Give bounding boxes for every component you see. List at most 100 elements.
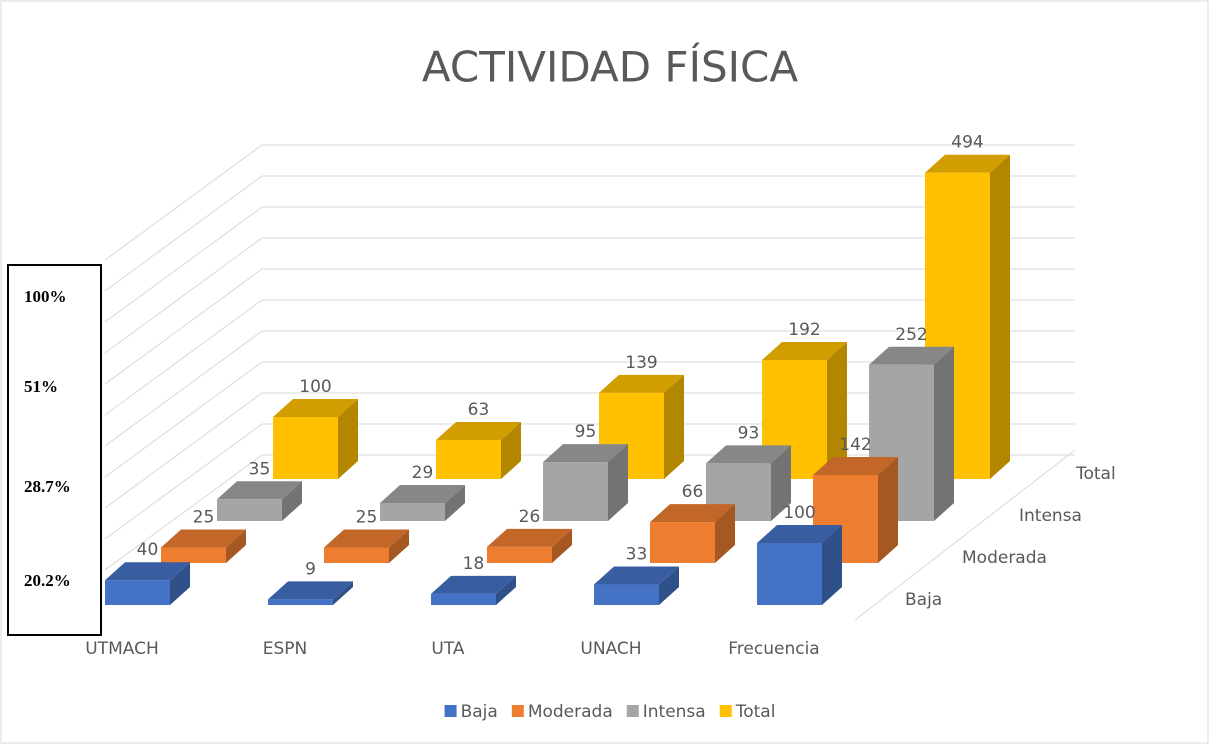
data-label: 40 [137, 540, 159, 560]
data-label: 25 [356, 508, 378, 528]
bar-top [161, 529, 246, 548]
bar-front [217, 499, 282, 521]
bar-top [273, 399, 358, 417]
bar-side [990, 154, 1010, 479]
bar-side [552, 528, 572, 563]
grid-line [104, 144, 1075, 261]
x-tick-label: UTA [431, 639, 465, 659]
grid-line [104, 268, 1075, 385]
data-label: 63 [468, 400, 490, 420]
bar-side [333, 581, 353, 605]
bar-front [161, 547, 226, 563]
data-label: 192 [788, 320, 820, 340]
bar-side [827, 341, 847, 479]
bar-front [380, 503, 445, 521]
data-label: 29 [412, 463, 434, 483]
bar [268, 581, 353, 605]
bar-top [650, 504, 735, 523]
bar-top [487, 528, 572, 547]
bar [594, 566, 679, 605]
data-label: 142 [839, 435, 871, 455]
bar-side [170, 562, 190, 605]
data-label: 18 [463, 554, 485, 574]
grid-line [104, 299, 1075, 416]
bar-side [445, 485, 465, 521]
bar-top [105, 562, 190, 581]
bar-front [273, 417, 338, 479]
bar-top [431, 575, 516, 594]
bars [105, 154, 1010, 605]
bar-top [594, 566, 679, 585]
data-label: 100 [299, 377, 331, 397]
bar-front [757, 543, 822, 605]
bar-top [869, 346, 954, 365]
depth-label: Intensa [1019, 506, 1082, 526]
chart-title: ACTIVIDAD FÍSICA [422, 42, 798, 92]
legend-swatch [444, 705, 457, 717]
bar-top [813, 456, 898, 475]
depth-label: Baja [905, 590, 942, 610]
bar-front [436, 439, 501, 479]
bar [706, 445, 791, 521]
legend-swatch [626, 705, 639, 717]
bar [436, 421, 521, 479]
data-label: 33 [626, 545, 648, 565]
legend-swatch [511, 705, 524, 717]
grid-line [104, 330, 1075, 447]
bar [380, 485, 465, 521]
x-tick-label: Frecuencia [728, 639, 819, 659]
annotation: 20.2% [24, 571, 71, 590]
bar-top [762, 341, 847, 360]
bar-side [664, 374, 684, 479]
bar [543, 444, 628, 521]
bar-top [925, 154, 1010, 173]
bar [217, 481, 302, 521]
bar-front [431, 593, 496, 605]
bar [487, 528, 572, 563]
bar-side [608, 444, 628, 521]
annotation: 100% [24, 287, 67, 306]
depth-label: Moderada [962, 548, 1047, 568]
bar-top [268, 581, 353, 600]
bar-side [659, 566, 679, 605]
legend-label: Total [735, 702, 776, 722]
bar-side [878, 456, 898, 563]
data-label: 100 [783, 503, 815, 523]
bar-side [282, 481, 302, 521]
depth-label: Total [1075, 464, 1116, 484]
data-label: 9 [305, 559, 316, 579]
annotations: 100% 51% 28.7% 20.2% [24, 287, 71, 590]
bar-top [599, 374, 684, 393]
x-tick-label: UNACH [580, 639, 641, 659]
legend: Baja Moderada Intensa Total [444, 702, 776, 722]
legend-label: Baja [461, 702, 498, 722]
bar-front [487, 546, 552, 563]
bar-side [822, 525, 842, 605]
bar-top [436, 421, 521, 440]
legend-label: Moderada [528, 702, 613, 722]
bar-front [543, 462, 608, 521]
x-tick-label: UTMACH [85, 639, 158, 659]
bar [925, 154, 1010, 479]
bar-top [380, 485, 465, 504]
data-label: 494 [951, 133, 983, 153]
bar-front [105, 580, 170, 605]
annotation-box [7, 264, 102, 636]
bar-front [268, 599, 333, 605]
data-label: 139 [625, 353, 657, 373]
data-label: 25 [193, 508, 215, 528]
bar-side [389, 529, 409, 563]
bar-side [226, 529, 246, 563]
legend-swatch [719, 705, 732, 717]
bar-top [757, 525, 842, 543]
bar [161, 529, 246, 563]
bar [650, 504, 735, 563]
annotation: 28.7% [24, 477, 71, 496]
bar-side [501, 421, 521, 479]
bar-side [496, 575, 516, 605]
data-label: 252 [895, 325, 927, 345]
bar [431, 575, 516, 605]
bar [273, 399, 358, 479]
